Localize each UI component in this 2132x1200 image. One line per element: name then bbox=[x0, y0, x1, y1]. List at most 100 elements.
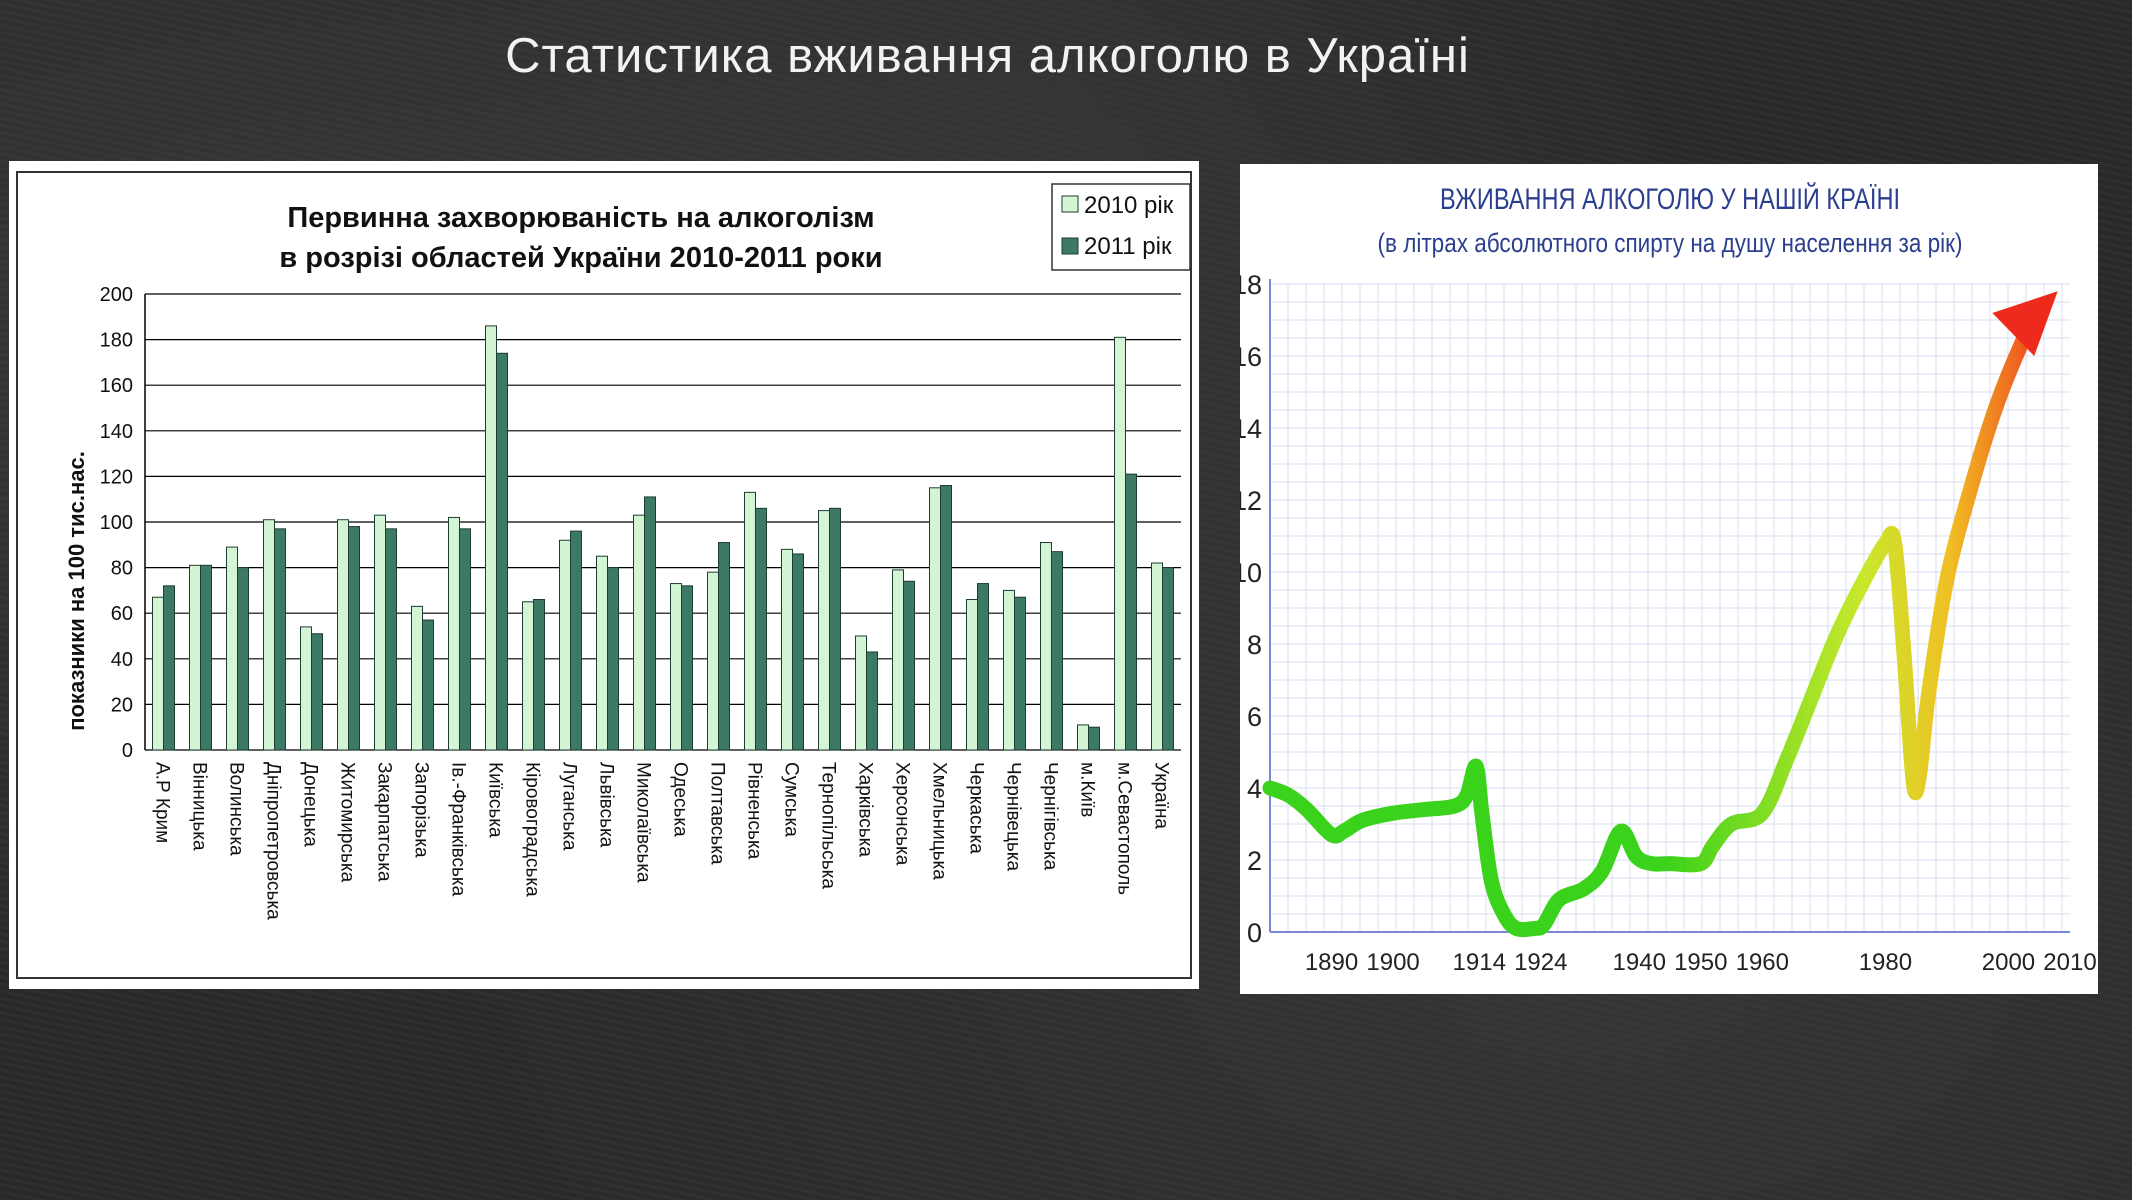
bar-2010 bbox=[522, 601, 534, 751]
bar-y-tick-label: 180 bbox=[100, 330, 133, 352]
bar-y-tick-label: 100 bbox=[100, 512, 133, 534]
bar-2010 bbox=[855, 635, 867, 751]
chart-frame bbox=[16, 171, 1192, 979]
line-chart-curve bbox=[1262, 291, 2058, 938]
bar-2011 bbox=[903, 580, 915, 751]
bar-2010 bbox=[226, 546, 238, 751]
bar-x-tick-label: Луганська bbox=[559, 762, 580, 851]
bar-y-tick-label: 0 bbox=[122, 740, 133, 762]
bar-x-tick-label: Одеська bbox=[670, 762, 691, 837]
line-x-tick-label: 1960 bbox=[1736, 949, 1789, 976]
bar-2010 bbox=[596, 555, 608, 751]
bar-2011 bbox=[607, 567, 619, 751]
bar-x-tick-label: Україна bbox=[1151, 762, 1172, 829]
bar-x-tick-label: Рівненська bbox=[744, 762, 765, 860]
bar-x-tick-label: Сумська bbox=[781, 762, 802, 837]
bar-y-tick-label: 20 bbox=[111, 694, 133, 716]
bar-2011 bbox=[237, 567, 249, 751]
line-chart-grid bbox=[1269, 283, 2070, 933]
bar-x-tick-label: Запорізька bbox=[411, 762, 432, 858]
slide-title: Статистика вживання алкоголю в Україні bbox=[505, 29, 1470, 83]
bar-2011 bbox=[1014, 596, 1026, 751]
bar-2011 bbox=[200, 564, 212, 751]
bar-2011 bbox=[644, 496, 656, 751]
line-x-tick-label: 1924 bbox=[1514, 949, 1567, 976]
bar-2010 bbox=[633, 514, 645, 751]
bar-2010 bbox=[1003, 589, 1015, 751]
legend-swatch-2010 bbox=[1061, 195, 1079, 213]
bar-x-tick-label: Миколаївська bbox=[633, 762, 654, 883]
legend-box bbox=[1051, 183, 1191, 271]
bar-2010 bbox=[929, 487, 941, 751]
bar-2010 bbox=[818, 510, 830, 751]
consumption-curve bbox=[1262, 301, 2047, 938]
bar-2010 bbox=[448, 516, 460, 751]
bar-2011 bbox=[1051, 551, 1063, 751]
line-y-tick-label: 8 bbox=[1247, 630, 1262, 660]
legend-label-2011: 2011 рік bbox=[1084, 233, 1172, 260]
bar-2010 bbox=[374, 514, 386, 751]
line-y-tick-label: 2 bbox=[1247, 846, 1262, 876]
bar-2011 bbox=[681, 585, 693, 751]
bar-y-tick-label: 120 bbox=[100, 466, 133, 488]
bar-x-tick-label: Київська bbox=[485, 762, 506, 838]
bar-chart-grid bbox=[144, 293, 1181, 751]
bar-2011 bbox=[940, 485, 952, 751]
bar-x-tick-label: Вінницька bbox=[189, 762, 210, 851]
bar-2010 bbox=[781, 548, 793, 751]
bar-y-tick-label: 40 bbox=[111, 649, 133, 671]
bar-x-tick-label: Волинська bbox=[226, 762, 247, 856]
bar-x-tick-label: Чернігівська bbox=[1040, 762, 1061, 871]
bar-2011 bbox=[311, 633, 323, 751]
bar-2011 bbox=[1125, 473, 1137, 751]
bar-2011 bbox=[274, 528, 286, 751]
bar-2010 bbox=[1114, 336, 1126, 751]
bar-2011 bbox=[718, 542, 730, 751]
line-x-tick-label: 2010 bbox=[2043, 949, 2096, 976]
bar-2011 bbox=[866, 651, 878, 751]
bar-2011 bbox=[496, 352, 508, 751]
bar-x-tick-label: Черкаська bbox=[966, 762, 987, 854]
bar-2010 bbox=[337, 519, 349, 751]
bar-2011 bbox=[459, 528, 471, 751]
bar-2011 bbox=[570, 530, 582, 751]
bar-x-tick-label: Дніпропетровська bbox=[263, 762, 284, 920]
bar-x-tick-label: Закарпатська bbox=[374, 762, 395, 882]
bar-2011 bbox=[385, 528, 397, 751]
legend-swatch-2011 bbox=[1061, 237, 1079, 255]
bar-chart-bars bbox=[152, 325, 1174, 751]
line-y-tick-label: 12 bbox=[1240, 486, 1262, 516]
bar-2011 bbox=[348, 526, 360, 751]
bar-2011 bbox=[1088, 726, 1100, 751]
bar-2011 bbox=[792, 553, 804, 751]
bar-2011 bbox=[533, 599, 545, 751]
bar-y-tick-label: 160 bbox=[100, 375, 133, 397]
line-x-tick-label: 1914 bbox=[1453, 949, 1506, 976]
line-chart-axes bbox=[1269, 279, 2070, 933]
bar-2011 bbox=[977, 583, 989, 751]
bar-chart-subtitle: в розрізі областей України 2010-2011 рок… bbox=[279, 242, 882, 274]
bar-2011 bbox=[1162, 567, 1174, 751]
line-y-tick-label: 6 bbox=[1247, 702, 1262, 732]
line-x-tick-label: 1890 bbox=[1305, 949, 1358, 976]
line-chart-y-ticks: 0 2 4 6 8 10 12 14 16 18 bbox=[1240, 270, 1262, 948]
bar-2010 bbox=[485, 325, 497, 751]
bar-x-tick-label: Львівська bbox=[596, 762, 617, 848]
bar-2010 bbox=[1077, 724, 1089, 751]
line-chart-title: ВЖИВАННЯ АЛКОГОЛЮ У НАШІЙ КРАЇНІ bbox=[1440, 182, 1900, 216]
bar-chart-title: Первинна захворюваність на алкоголізм bbox=[287, 202, 874, 234]
bar-x-tick-label: м.Київ bbox=[1077, 762, 1098, 817]
legend-label-2010: 2010 рік bbox=[1084, 192, 1174, 219]
bar-2011 bbox=[163, 585, 175, 751]
consumption-line-chart: ВЖИВАННЯ АЛКОГОЛЮ У НАШІЙ КРАЇНІ (в літр… bbox=[1240, 182, 2097, 976]
line-x-tick-label: 2000 bbox=[1982, 949, 2035, 976]
bar-x-tick-label: Житомирська bbox=[337, 762, 358, 883]
bar-x-tick-label: Кіровоградська bbox=[522, 762, 543, 897]
bar-x-tick-label: Донецька bbox=[300, 762, 321, 847]
line-y-tick-label: 18 bbox=[1240, 270, 1262, 300]
bar-2010 bbox=[892, 569, 904, 751]
bar-y-tick-label: 60 bbox=[111, 603, 133, 625]
bar-x-tick-label: Чернівецька bbox=[1003, 762, 1024, 871]
bar-2011 bbox=[829, 507, 841, 751]
bar-2010 bbox=[189, 564, 201, 751]
